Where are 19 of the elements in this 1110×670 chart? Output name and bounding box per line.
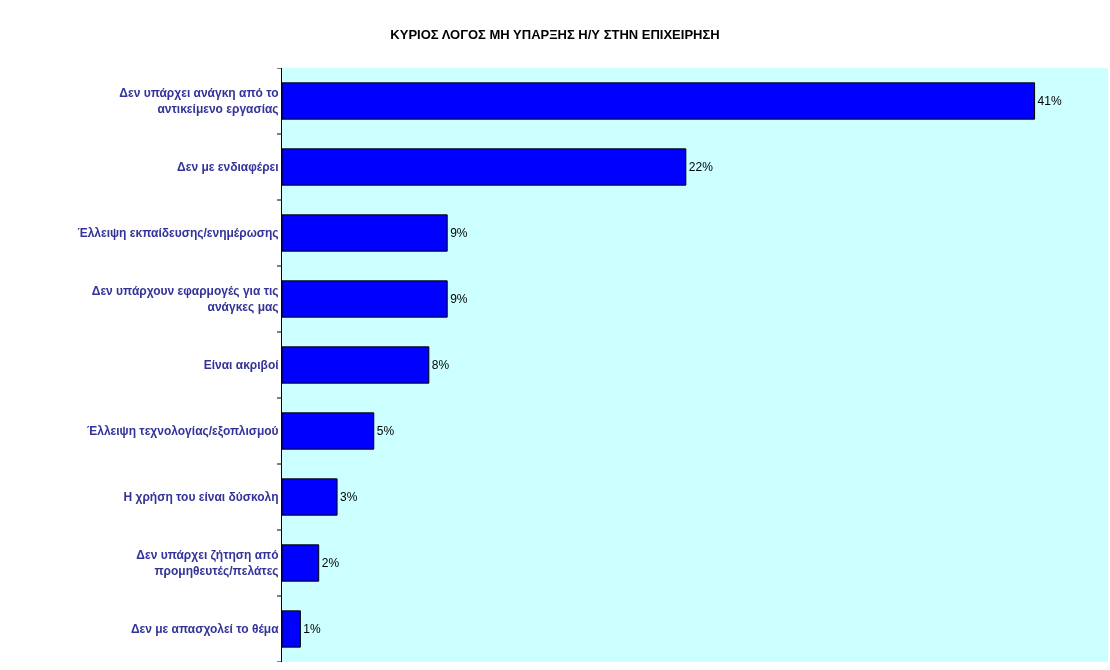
y-tick-label: Δεν υπάρχει ανάγκη από το αντικείμενο εργασίας bbox=[119, 86, 279, 116]
data-label: 1% bbox=[303, 622, 322, 636]
data-label: 5% bbox=[376, 424, 395, 438]
data-label: 8% bbox=[431, 358, 450, 372]
data-label: 3% bbox=[340, 490, 358, 504]
y-tick-label: Έλλειψη εκπαίδευσης/ενημέρωσης bbox=[77, 226, 279, 241]
data-label: 9% bbox=[450, 292, 468, 306]
y-tick-label: Δεν με απασχολεί το θέμα bbox=[130, 622, 280, 637]
data-label: 2% bbox=[321, 556, 340, 570]
data-label: 22% bbox=[688, 160, 714, 174]
y-tick-label: Έλλειψη τεχνολογίας/εξοπλισμού bbox=[86, 424, 279, 439]
y-tick-label: Δεν υπάρχουν εφαρμογές για τις ανάγκες μας bbox=[91, 284, 279, 314]
y-tick-label: Η χρήση του είναι δύσκολη bbox=[123, 490, 279, 505]
y-tick-label: Δεν με ενδιαφέρει bbox=[177, 160, 279, 175]
y-tick-label: Δεν υπάρχει ζήτηση από προμηθευτές/πελάτες bbox=[136, 548, 279, 578]
data-label: 9% bbox=[450, 226, 468, 240]
y-tick-label: Είναι ακριβοί bbox=[203, 358, 279, 373]
data-label: 41% bbox=[1037, 94, 1062, 108]
chart-title: ΚΥΡΙΟΣ ΛΟΓΟΣ ΜΗ ΥΠΑΡΞΗΣ Η/Υ ΣΤΗΝ ΕΠΙΧΕΙΡΗΣΗ bbox=[390, 27, 720, 43]
